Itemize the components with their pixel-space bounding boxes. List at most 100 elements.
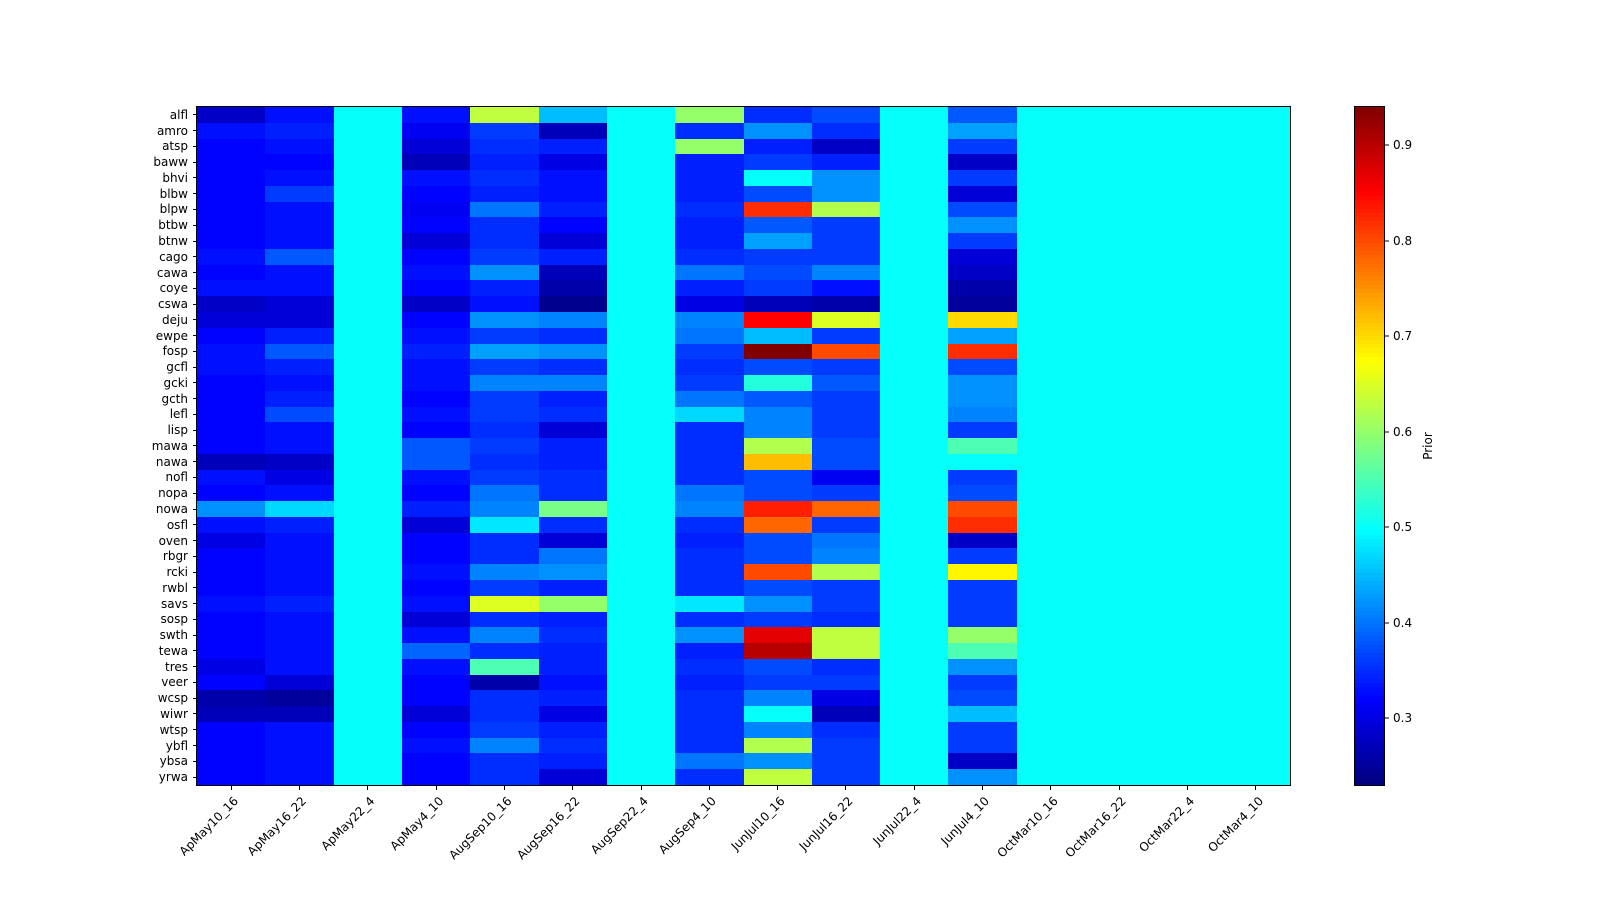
heatmap-cell <box>1016 233 1086 249</box>
heatmap-cell <box>675 627 744 644</box>
heatmap-cell <box>880 406 949 423</box>
heatmap-cell <box>1085 311 1154 328</box>
y-tick-mark <box>193 650 197 652</box>
heatmap-cell <box>470 438 539 454</box>
colorbar-strip <box>1355 763 1384 768</box>
heatmap-cell <box>1085 516 1154 533</box>
colorbar-strip <box>1355 589 1384 594</box>
heatmap-cell <box>1221 595 1290 612</box>
heatmap-cell <box>743 737 812 754</box>
x-tick-label: AugSep22_4 <box>588 794 651 857</box>
heatmap-cell <box>948 264 1017 281</box>
heatmap-cell <box>1085 248 1154 265</box>
heatmap-cell <box>606 122 676 139</box>
x-tick-label: AugSep4_10 <box>656 794 720 857</box>
heatmap-cell <box>880 107 949 123</box>
colorbar-strip <box>1355 331 1384 336</box>
heatmap-cell <box>470 532 539 549</box>
y-tick-label: coye <box>159 281 188 296</box>
heatmap-cell <box>1016 406 1086 423</box>
heatmap-cell <box>606 532 676 549</box>
colorbar-strip <box>1355 729 1384 734</box>
heatmap-cell <box>333 548 402 565</box>
heatmap-cell <box>1085 217 1154 234</box>
colorbar-strip <box>1355 306 1384 311</box>
heatmap-cell <box>333 769 402 785</box>
y-tick-mark <box>193 634 197 636</box>
heatmap-cell <box>197 769 266 785</box>
heatmap-cell <box>1153 564 1222 581</box>
colorbar-tick-mark <box>1385 144 1389 146</box>
heatmap-cell <box>401 485 471 502</box>
heatmap-cell <box>265 721 334 738</box>
colorbar-tick-mark <box>1385 240 1389 242</box>
heatmap-cell <box>197 674 266 691</box>
heatmap-cell <box>675 390 744 407</box>
y-tick: rwbl <box>0 580 197 596</box>
colorbar-strip <box>1355 162 1384 167</box>
heatmap-cell <box>743 690 812 707</box>
y-tick: gcth <box>0 391 197 407</box>
colorbar-strip <box>1355 716 1384 721</box>
colorbar-strip <box>1355 263 1384 268</box>
heatmap-cell <box>265 564 334 581</box>
y-tick-label: veer <box>161 675 188 690</box>
y-tick-label: deju <box>162 312 188 327</box>
heatmap-cell <box>197 264 266 281</box>
heatmap-cell <box>675 422 744 439</box>
heatmap-cell <box>197 280 266 297</box>
colorbar-strip <box>1355 352 1384 357</box>
heatmap-cell <box>1153 595 1222 612</box>
heatmap-cell <box>333 627 402 644</box>
heatmap-cell <box>470 406 539 423</box>
x-tick-label: JunJul16_22 <box>796 794 856 854</box>
heatmap-cell <box>470 264 539 281</box>
heatmap-cell <box>470 390 539 407</box>
heatmap-cell <box>1221 233 1290 249</box>
heatmap-cell <box>401 595 471 612</box>
heatmap-cell <box>948 296 1017 312</box>
heatmap-cell <box>811 516 881 533</box>
heatmap-cell <box>811 422 881 439</box>
y-tick-label: rwbl <box>162 580 188 595</box>
heatmap-cell <box>401 422 471 439</box>
heatmap-cell <box>265 516 334 533</box>
heatmap-cell <box>197 170 266 186</box>
heatmap-cell <box>743 201 812 218</box>
heatmap-cell <box>401 327 471 344</box>
heatmap-cell <box>197 327 266 344</box>
heatmap-cell <box>811 595 881 612</box>
heatmap-cell <box>811 532 881 549</box>
heatmap-cell <box>1153 248 1222 265</box>
heatmap-cell <box>470 280 539 297</box>
heatmap-cell <box>1221 532 1290 549</box>
heatmap-cell <box>675 453 744 470</box>
heatmap-cell <box>1221 453 1290 470</box>
y-tick: ewpe <box>0 328 197 344</box>
heatmap-cell <box>401 296 471 312</box>
heatmap-cell <box>1016 627 1086 644</box>
heatmap-cell <box>880 485 949 502</box>
heatmap-cell <box>265 217 334 234</box>
heatmap-cell <box>333 296 402 312</box>
heatmap-cell <box>401 359 471 376</box>
heatmap-cell <box>401 311 471 328</box>
x-tick-label: OctMar10_16 <box>994 794 1061 861</box>
heatmap-cell <box>470 611 539 628</box>
heatmap-cell <box>1016 706 1086 722</box>
heatmap-cell <box>743 580 812 596</box>
heatmap-cell <box>470 248 539 265</box>
x-tick-mark <box>845 786 847 790</box>
heatmap-cell <box>1085 438 1154 454</box>
heatmap-cell <box>538 327 607 344</box>
y-tick-mark <box>193 161 197 163</box>
heatmap-cell <box>333 643 402 659</box>
heatmap-cell <box>675 485 744 502</box>
heatmap-cell <box>811 138 881 155</box>
heatmap-cell <box>401 753 471 770</box>
heatmap-cell <box>675 469 744 486</box>
y-tick: coye <box>0 280 197 296</box>
heatmap-cell <box>880 154 949 171</box>
heatmap-cell <box>948 721 1017 738</box>
colorbar-strip <box>1355 259 1384 264</box>
